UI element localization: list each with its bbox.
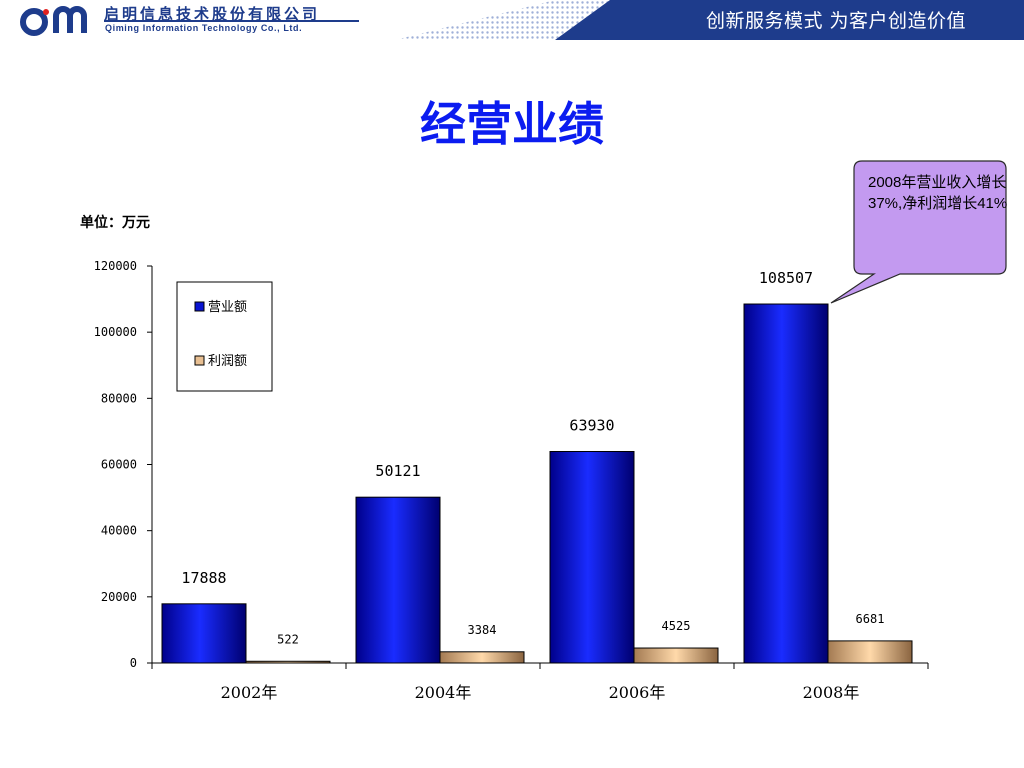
legend-label-profit: 利润额 bbox=[208, 354, 247, 369]
bar-revenue-1 bbox=[355, 496, 441, 664]
unit-label: 单位：万元 bbox=[80, 215, 150, 231]
company-name-cn: 启明信息技术股份有限公司 bbox=[104, 5, 321, 23]
data-label-profit: 6681 bbox=[856, 612, 885, 626]
data-label-profit: 4525 bbox=[662, 619, 691, 633]
y-tick-label: 80000 bbox=[101, 391, 137, 405]
x-category-label: 2004年 bbox=[415, 683, 472, 702]
x-category-label: 2006年 bbox=[609, 683, 666, 702]
legend-swatch-revenue bbox=[194, 301, 205, 312]
x-category-label: 2008年 bbox=[803, 683, 860, 702]
data-label-revenue: 108507 bbox=[759, 269, 813, 287]
chart-axes: 0 20000 40000 60000 80000 100000 120000 2002年 20… bbox=[94, 259, 929, 702]
bar-revenue-3 bbox=[743, 303, 829, 664]
slogan: 创新服务模式 为客户创造价值 bbox=[705, 10, 966, 32]
y-tick-label: 0 bbox=[130, 656, 137, 670]
x-category-label: 2002年 bbox=[221, 683, 278, 702]
chart-bars bbox=[161, 303, 913, 664]
data-label-revenue: 63930 bbox=[569, 416, 614, 434]
company-name-en: Qiming Information Technology Co., Ltd. bbox=[105, 23, 303, 33]
bar-profit-3 bbox=[827, 640, 913, 664]
legend-swatch-profit bbox=[194, 355, 205, 366]
data-label-revenue: 50121 bbox=[375, 462, 420, 480]
header-banner bbox=[395, 0, 1024, 40]
bar-revenue-0 bbox=[161, 603, 247, 664]
data-label-revenue: 17888 bbox=[181, 569, 226, 587]
legend-box bbox=[176, 281, 273, 392]
bar-revenue-2 bbox=[549, 450, 635, 664]
header: 启明信息技术股份有限公司 Qiming Information Technolo… bbox=[0, 0, 1024, 40]
data-label-profit: 3384 bbox=[468, 623, 497, 637]
y-tick-label: 100000 bbox=[94, 325, 137, 339]
y-tick-label: 20000 bbox=[101, 590, 137, 604]
callout-text: 2008年营业收入增长37%,净利润增长41% bbox=[868, 174, 1008, 212]
chart-labels: 17888 50121 63930 108507 522 3384 4525 6681 bbox=[181, 269, 884, 646]
bar-profit-1 bbox=[439, 651, 525, 664]
qiming-logo-icon bbox=[20, 6, 87, 36]
legend-label-revenue: 营业额 bbox=[208, 300, 247, 315]
y-tick-label: 40000 bbox=[101, 524, 137, 538]
bar-profit-0 bbox=[245, 660, 331, 664]
y-tick-label: 120000 bbox=[94, 259, 137, 273]
page-title: 经营业绩 bbox=[420, 97, 604, 151]
data-label-profit: 522 bbox=[277, 632, 299, 646]
y-tick-label: 60000 bbox=[101, 458, 137, 472]
callout-bubble bbox=[830, 160, 1007, 304]
bar-profit-2 bbox=[633, 647, 719, 664]
company-name-rule bbox=[104, 20, 359, 22]
